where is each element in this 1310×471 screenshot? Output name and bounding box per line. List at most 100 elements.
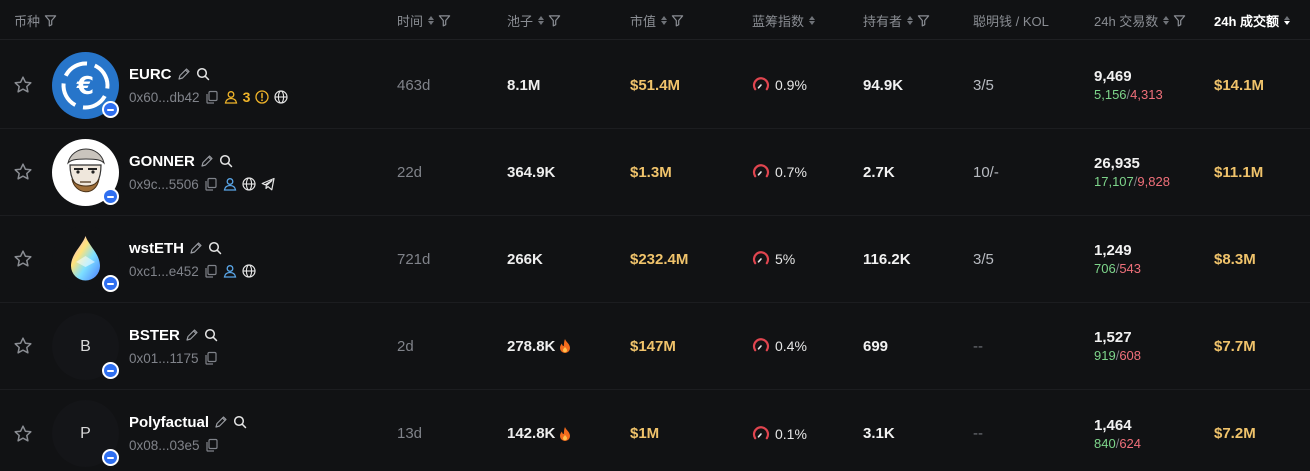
- favorite-star-icon[interactable]: [12, 390, 34, 471]
- copy-icon[interactable]: [204, 177, 218, 191]
- telegram-icon[interactable]: [261, 177, 275, 191]
- bluechip-index: 0.4%: [752, 303, 807, 389]
- sort-icon[interactable]: [809, 16, 816, 25]
- sort-icon[interactable]: [661, 16, 668, 25]
- bluechip-value: 0.7%: [775, 164, 807, 180]
- smart-money-kol: --: [973, 337, 983, 355]
- favorite-star-icon[interactable]: [12, 216, 34, 302]
- token-info: GONNER 0x9c...5506: [129, 151, 275, 194]
- search-icon[interactable]: [219, 154, 233, 168]
- header-token-label: 币种: [14, 14, 41, 29]
- pool-value: 278.8K: [507, 337, 556, 355]
- header-smart-money[interactable]: 聪明钱 / KOL: [973, 11, 1049, 30]
- token-logo: €: [52, 52, 119, 119]
- filter-icon[interactable]: [438, 14, 451, 27]
- bluechip-value: 5%: [775, 251, 796, 267]
- tx-total: 1,464: [1094, 416, 1132, 434]
- filter-icon[interactable]: [917, 14, 930, 27]
- table-row[interactable]: wstETH 0xc1...e452 721d 266K $232.4M 5% …: [0, 216, 1310, 303]
- token-name[interactable]: Polyfactual: [129, 413, 210, 431]
- token-info: BSTER 0x01...1175: [129, 325, 218, 368]
- edit-icon[interactable]: [177, 67, 191, 81]
- header-volume[interactable]: 24h 成交额: [1214, 11, 1291, 30]
- token-info: Polyfactual 0x08...03e5: [129, 412, 247, 455]
- pool-value: 8.1M: [507, 76, 541, 94]
- table-row[interactable]: P Polyfactual 0x08...03e5 13d 142.8K $1M…: [0, 390, 1310, 471]
- table-row[interactable]: € EURC 0x60...db42 3 463d 8.1M $51.4M 0.…: [0, 42, 1310, 129]
- filter-icon[interactable]: [548, 14, 561, 27]
- eurc-logo-icon: €: [52, 52, 119, 119]
- copy-icon[interactable]: [204, 264, 218, 278]
- token-name[interactable]: wstETH: [129, 239, 185, 257]
- website-globe-icon[interactable]: [274, 90, 288, 104]
- website-globe-icon[interactable]: [242, 177, 256, 191]
- favorite-star-icon[interactable]: [12, 303, 34, 389]
- edit-icon[interactable]: [214, 415, 228, 429]
- market-cap: $1M: [630, 425, 660, 442]
- volume-24h: $7.7M: [1214, 337, 1256, 355]
- header-bluechip-label: 蓝筹指数: [752, 14, 805, 29]
- favorite-star-icon[interactable]: [12, 42, 34, 128]
- sort-desc-active-icon[interactable]: [1284, 16, 1291, 25]
- sort-icon[interactable]: [907, 16, 914, 25]
- edit-icon[interactable]: [189, 241, 203, 255]
- token-name[interactable]: BSTER: [129, 326, 180, 344]
- filter-icon[interactable]: [671, 14, 684, 27]
- header-token[interactable]: 币种: [14, 11, 57, 30]
- volume-24h: $8.3M: [1214, 250, 1256, 268]
- table-row[interactable]: B BSTER 0x01...1175 2d 278.8K $147M 0.4%…: [0, 303, 1310, 390]
- tx-buys: 840: [1094, 435, 1116, 451]
- tx-24h: 1,249 706/543: [1094, 216, 1141, 302]
- sort-icon[interactable]: [428, 16, 435, 25]
- token-address: 0xc1...e452: [129, 263, 199, 279]
- warning-icon[interactable]: [255, 90, 270, 104]
- edit-icon[interactable]: [185, 328, 199, 342]
- edit-icon[interactable]: [200, 154, 214, 168]
- header-pool-label: 池子: [507, 14, 534, 29]
- chain-badge-icon: [102, 362, 119, 379]
- gauge-icon: [752, 251, 770, 265]
- search-icon[interactable]: [233, 415, 247, 429]
- copy-icon[interactable]: [204, 351, 218, 365]
- pool-liquidity: 278.8K: [507, 303, 572, 389]
- header-holders[interactable]: 持有者: [863, 11, 930, 30]
- sort-icon[interactable]: [1163, 16, 1170, 25]
- tx-buys: 919: [1094, 348, 1116, 363]
- search-icon[interactable]: [204, 328, 218, 342]
- search-icon[interactable]: [208, 241, 222, 255]
- header-holders-label: 持有者: [863, 14, 903, 29]
- copy-icon[interactable]: [205, 90, 219, 104]
- holders-count: 94.9K: [863, 76, 904, 94]
- bluechip-index: 0.7%: [752, 129, 807, 215]
- smart-money-kol: --: [973, 425, 983, 442]
- gauge-icon: [752, 77, 770, 91]
- filter-icon[interactable]: [44, 14, 57, 27]
- token-name[interactable]: EURC: [129, 65, 172, 83]
- header-mcap[interactable]: 市值: [630, 11, 684, 30]
- svg-text:€: €: [76, 71, 94, 100]
- bluechip-value: 0.9%: [775, 77, 807, 93]
- tx-buys: 5,156: [1094, 87, 1127, 102]
- favorite-star-icon[interactable]: [12, 129, 34, 215]
- header-bluechip[interactable]: 蓝筹指数: [752, 11, 816, 30]
- copy-icon[interactable]: [205, 438, 219, 452]
- market-cap: $1.3M: [630, 163, 672, 181]
- header-pool[interactable]: 池子: [507, 11, 561, 30]
- token-name[interactable]: GONNER: [129, 152, 195, 170]
- bluechip-index: 0.1%: [752, 390, 807, 471]
- sort-icon[interactable]: [538, 16, 545, 25]
- tx-buys: 17,107: [1094, 174, 1134, 189]
- tx-sells: 9,828: [1137, 174, 1170, 189]
- tx-buy-sell: 17,107/9,828: [1094, 174, 1170, 189]
- bluechip-index: 5%: [752, 216, 795, 302]
- search-icon[interactable]: [196, 67, 210, 81]
- token-logo: B: [52, 313, 119, 380]
- chain-badge-icon: [102, 275, 119, 292]
- filter-icon[interactable]: [1173, 14, 1186, 27]
- website-globe-icon[interactable]: [242, 264, 256, 278]
- gauge-icon: [752, 164, 770, 178]
- header-age[interactable]: 时间: [397, 11, 451, 30]
- table-row[interactable]: GONNER 0x9c...5506 22d 364.9K $1.3M 0.7%…: [0, 129, 1310, 216]
- header-txs[interactable]: 24h 交易数: [1094, 11, 1186, 30]
- holders-count: 699: [863, 337, 889, 355]
